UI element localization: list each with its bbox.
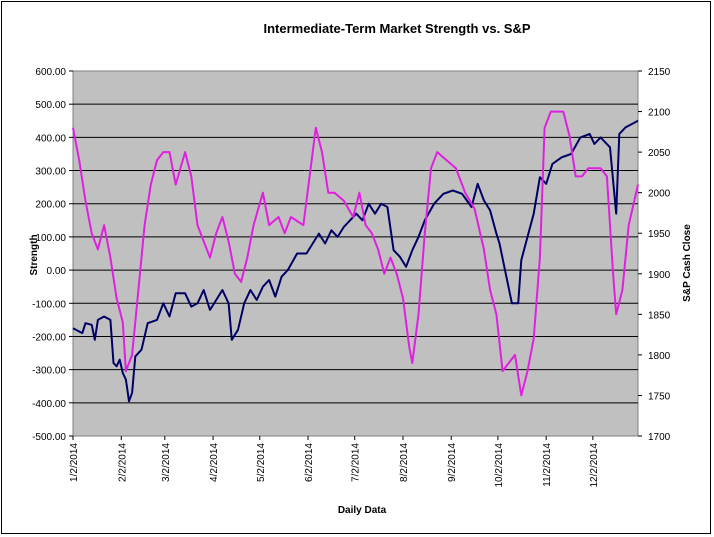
chart-title: Intermediate-Term Market Strength vs. S&…	[263, 21, 530, 36]
strength-line	[72, 119, 639, 403]
y2-axis-ticks: 2150 2100 2050 2000 1950 1900 1850 1800 1750 1700	[638, 67, 671, 443]
x-tick-label: 4/2/2014	[209, 443, 220, 482]
x-tick-label: 9/2/2014	[447, 443, 458, 482]
x-tick-label: 5/2/2014	[256, 443, 267, 482]
y2-tick-label: 1700	[648, 432, 671, 443]
plot-area	[72, 70, 639, 437]
y-tick-label: -200.00	[32, 332, 66, 343]
y-tick-label: -100.00	[32, 299, 66, 310]
y-axis-ticks: 600.00 500.00 400.00 300.00 200.00 100.00 0.00…	[32, 67, 73, 443]
sp-close-line	[72, 110, 639, 397]
y2-tick-label: 2000	[648, 189, 671, 200]
y2-tick-label: 1950	[648, 229, 671, 240]
y2-tick-label: 1900	[648, 270, 671, 281]
y2-tick-label: 1800	[648, 351, 671, 362]
y-tick-label: -400.00	[32, 399, 66, 410]
x-tick-label: 8/2/2014	[399, 443, 410, 482]
y2-tick-label: 2150	[648, 67, 671, 78]
y2-tick-label: 2050	[648, 148, 671, 159]
x-tick-label: 3/2/2014	[161, 443, 172, 482]
y2-tick-label: 1750	[648, 391, 671, 402]
y-tick-label: 0.00	[47, 266, 67, 277]
x-axis-ticks: 1/2/2014 2/2/2014 3/2/2014 4/2/2014 5/2/2014…	[69, 436, 600, 488]
y-tick-label: -300.00	[32, 366, 66, 377]
y-tick-label: 600.00	[35, 67, 66, 78]
x-tick-label: 11/2/2014	[542, 443, 553, 487]
x-tick-label: 10/2/2014	[494, 443, 505, 488]
gridlines	[73, 103, 638, 404]
y-tick-label: 300.00	[35, 167, 66, 178]
y2-tick-label: 2100	[648, 108, 671, 119]
y-tick-label: 500.00	[35, 100, 66, 111]
y-tick-label: 100.00	[35, 233, 66, 244]
y-axis-label: Strength	[29, 234, 40, 275]
x-tick-label: 12/2/2014	[589, 443, 600, 488]
x-tick-label: 6/2/2014	[304, 443, 315, 482]
series-layer	[72, 110, 639, 403]
x-tick-label: 2/2/2014	[117, 443, 128, 482]
x-axis-label: Daily Data	[338, 505, 387, 516]
y2-axis-label: S&P Cash Close	[682, 224, 693, 302]
y2-tick-label: 1850	[648, 310, 671, 321]
x-tick-label: 1/2/2014	[69, 443, 80, 482]
y-tick-label: -500.00	[32, 432, 66, 443]
y-tick-label: 200.00	[35, 200, 66, 211]
x-tick-label: 7/2/2014	[351, 443, 362, 482]
y-tick-label: 400.00	[35, 133, 66, 144]
